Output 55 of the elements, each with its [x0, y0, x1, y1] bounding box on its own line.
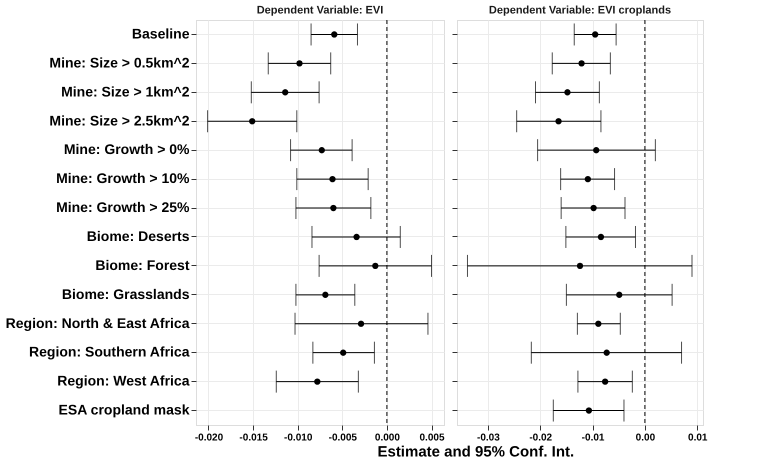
- y-tick-label: Mine: Growth > 0%: [64, 141, 190, 158]
- y-tick-label: ESA cropland mask: [58, 402, 190, 418]
- point: [586, 407, 592, 414]
- y-tick-label: Region: Southern Africa: [29, 344, 190, 360]
- point: [578, 60, 585, 67]
- x-tick-label: 0.005: [419, 432, 445, 444]
- point: [329, 176, 336, 182]
- y-tick-label: Region: North & East Africa: [6, 314, 190, 331]
- point: [598, 234, 604, 240]
- y-tick-label: Biome: Grasslands: [62, 286, 190, 302]
- x-axis-title: Estimate and 95% Conf. Int.: [377, 444, 574, 460]
- y-tick-label: Biome: Forest: [95, 256, 190, 273]
- point: [358, 320, 364, 327]
- x-tick-label: 0.01: [688, 432, 708, 444]
- point: [296, 60, 303, 67]
- y-tick-label: Mine: Size > 2.5km^2: [49, 112, 190, 128]
- y-tick-label: Region: West Africa: [57, 372, 190, 389]
- x-tick-label: -0.005: [328, 432, 358, 444]
- y-tick-label: Mine: Growth > 10%: [56, 170, 190, 186]
- point: [590, 204, 597, 212]
- chart-title: Dependent Variable: EVI: [256, 4, 384, 16]
- point: [249, 118, 256, 124]
- y-tick-label: Mine: Size > 0.5km^2: [49, 54, 190, 70]
- point: [353, 234, 360, 240]
- x-tick-label: -0.01: [582, 432, 605, 444]
- point: [555, 118, 562, 124]
- chart-title: Dependent Variable: EVI croplands: [488, 4, 672, 16]
- x-tick-label: 0.00: [636, 432, 656, 444]
- point: [340, 350, 346, 356]
- x-tick-label: -0.03: [476, 432, 500, 444]
- x-tick-label: -0.02: [529, 432, 553, 444]
- x-tick-label: -0.015: [239, 432, 268, 444]
- y-tick-label: Mine: Size > 1km^2: [61, 83, 190, 100]
- point: [331, 31, 338, 38]
- x-tick-label: -0.020: [194, 432, 224, 444]
- point: [576, 262, 584, 270]
- y-tick-label: Biome: Deserts: [86, 228, 190, 244]
- point: [318, 147, 325, 154]
- point: [564, 89, 571, 96]
- point: [593, 147, 600, 154]
- point: [616, 292, 622, 298]
- point: [584, 176, 592, 182]
- point: [314, 378, 320, 385]
- point: [595, 320, 602, 327]
- point: [372, 262, 378, 270]
- point: [330, 204, 337, 212]
- point: [592, 31, 598, 38]
- point: [604, 350, 610, 356]
- point: [282, 89, 288, 96]
- x-tick-label: -0.010: [284, 432, 313, 444]
- x-tick-label: 0.000: [374, 432, 400, 444]
- point: [602, 378, 608, 385]
- y-tick-label: Baseline: [132, 25, 190, 42]
- y-tick-label: Mine: Growth > 25%: [56, 199, 190, 216]
- point: [322, 292, 329, 298]
